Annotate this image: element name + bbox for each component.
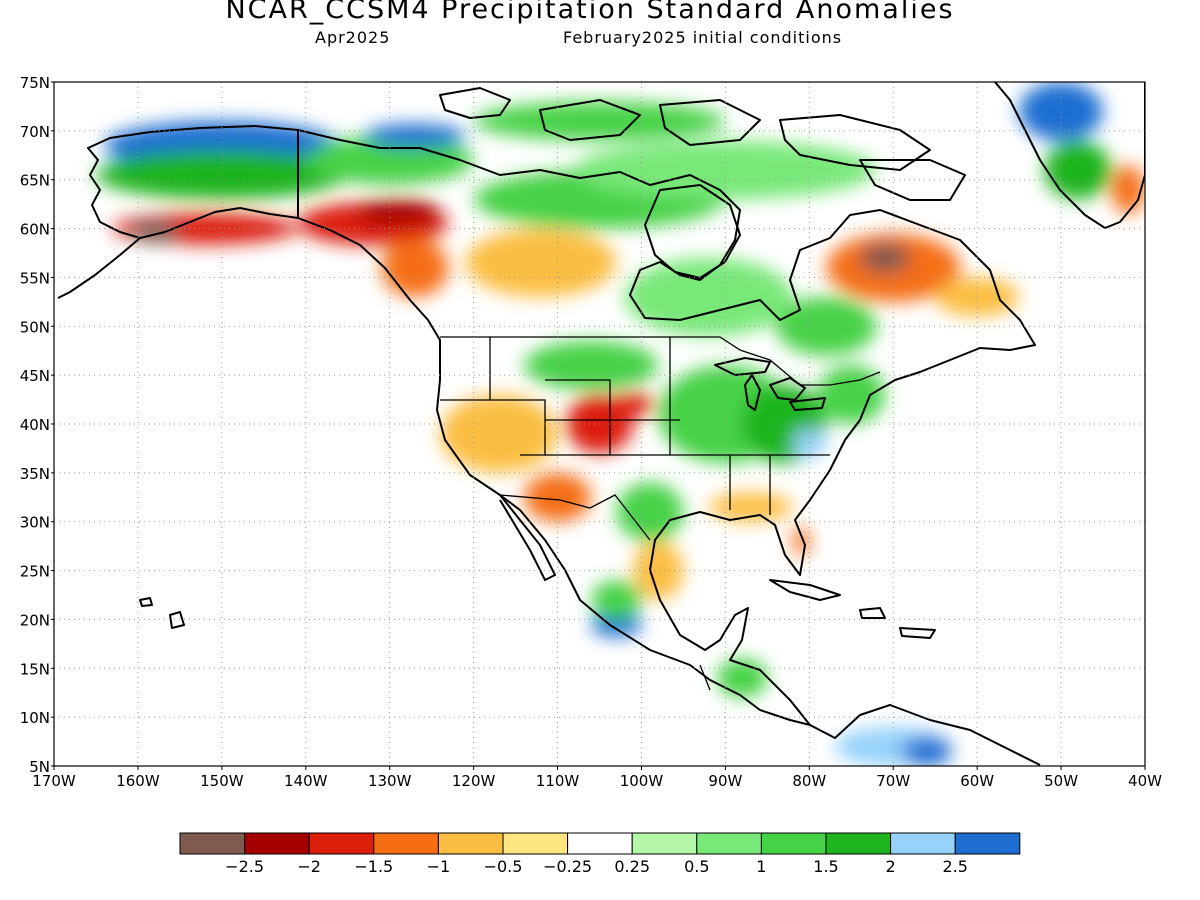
colorbar-label: −1.5 xyxy=(354,857,393,876)
anomaly-field xyxy=(95,82,1145,766)
colorbar-swatch xyxy=(760,832,827,855)
anomaly-region-ungava xyxy=(859,243,911,273)
anomaly-region-us-southwest xyxy=(440,394,558,473)
colorbar-label: 0.5 xyxy=(684,857,709,876)
colorbar-swatch xyxy=(437,832,504,855)
anomaly-region-greenland-southwest xyxy=(1044,140,1112,200)
colorbar-swatch xyxy=(308,832,375,855)
colorbar-swatch xyxy=(825,832,892,855)
longitude-label: 60W xyxy=(960,772,994,790)
political-borders xyxy=(297,130,881,691)
colorbar-swatch xyxy=(567,832,633,855)
latitude-label: 70N xyxy=(20,123,50,141)
longitude-label: 140W xyxy=(284,772,328,790)
anomaly-region-us-northeast xyxy=(817,365,885,424)
latitude-label: 15N xyxy=(20,660,50,678)
latitude-label: 25N xyxy=(20,563,50,581)
colorbar-swatch xyxy=(179,832,246,855)
anomaly-region-newfoundland xyxy=(935,277,1020,317)
anomaly-region-texas xyxy=(616,482,684,542)
longitude-label: 160W xyxy=(116,772,160,790)
longitude-label: 70W xyxy=(876,772,910,790)
latitude-label: 75N xyxy=(20,74,50,92)
longitude-label: 150W xyxy=(200,772,244,790)
longitude-label: 80W xyxy=(792,772,826,790)
colorbar-label: −0.25 xyxy=(543,857,592,876)
colorbar-swatch xyxy=(954,832,1021,855)
longitude-label: 90W xyxy=(708,772,742,790)
longitude-label: 50W xyxy=(1044,772,1078,790)
anomaly-region-mexico-east xyxy=(633,541,684,600)
colorbar-swatch xyxy=(502,832,569,855)
forecast-month: Apr2025 xyxy=(315,28,391,47)
longitude-label: 120W xyxy=(452,772,496,790)
colorbar-swatch xyxy=(373,832,439,855)
colorbar-label: −2 xyxy=(297,857,321,876)
latitude-label: 60N xyxy=(20,221,50,239)
longitude-label: 110W xyxy=(536,772,580,790)
colorbar-swatch xyxy=(631,832,698,855)
colorbar-label: 1.5 xyxy=(813,857,838,876)
anomaly-region-canadian-archipelago xyxy=(473,101,726,141)
colorbar-label: −0.5 xyxy=(484,857,523,876)
anomaly-region-manitoba-ontario xyxy=(624,257,793,337)
colorbar-label: 0.25 xyxy=(614,857,650,876)
latitude-label: 50N xyxy=(20,318,50,336)
anomaly-region-quebec-south xyxy=(775,296,877,356)
anomaly-region-beaufort-coast xyxy=(364,124,466,148)
colorbar-label: −2.5 xyxy=(225,857,264,876)
latitude-label: 20N xyxy=(20,611,50,629)
anomaly-region-florida xyxy=(792,526,810,556)
longitude-labels: 170W 160W 150W 140W 130W 120W 110W 100W 90W 80W 70… xyxy=(32,766,1162,790)
latitude-label: 65N xyxy=(20,172,50,190)
longitude-label: 170W xyxy=(32,772,76,790)
anomaly-region-nebraska xyxy=(612,392,655,417)
colorbar-label: 1 xyxy=(756,857,766,876)
latitude-label: 30N xyxy=(20,514,50,532)
latitude-label: 35N xyxy=(20,465,50,483)
latitude-labels: 75N 70N 65N 60N 55N 50N 45N 40N 35N 30N 25N 20N 15N 1… xyxy=(20,74,54,776)
colorbar-label: 2.5 xyxy=(942,857,967,876)
latitude-label: 5N xyxy=(29,758,50,776)
chart-title: NCAR_CCSM4 Precipitation Standard Anomal… xyxy=(225,0,955,25)
gridlines xyxy=(54,82,1145,766)
anomaly-region-appalachia xyxy=(792,428,827,459)
initial-conditions: February2025 initial conditions xyxy=(563,28,843,47)
anomaly-region-yukon-south xyxy=(356,199,441,225)
colorbar-label: 2 xyxy=(886,857,896,876)
anomaly-region-prairies-north xyxy=(465,228,617,297)
anomaly-region-venezuela xyxy=(901,736,952,766)
coastlines xyxy=(57,82,1145,766)
anomaly-region-nunavut xyxy=(574,140,877,200)
anomaly-region-mexico-pacific xyxy=(591,611,642,638)
anomaly-region-greenland-west xyxy=(1019,82,1104,141)
latitude-label: 55N xyxy=(20,269,50,287)
anomaly-region-yukon-north xyxy=(305,135,474,185)
longitude-label: 40W xyxy=(1128,772,1162,790)
colorbar-swatch xyxy=(244,832,310,855)
anomaly-region-alaska-interior xyxy=(95,150,348,200)
longitude-label: 130W xyxy=(368,772,412,790)
anomaly-region-mexico-central xyxy=(591,580,642,620)
latitude-label: 40N xyxy=(20,416,50,434)
anomaly-region-us-northern-plains xyxy=(523,340,659,390)
colorbar: −2.5 −2 −1.5 −1 −0.5 −0.25 0.25 0.5 1 1.5 2 2.5 xyxy=(179,832,1021,876)
colorbar-swatch xyxy=(696,832,762,855)
colorbar-swatch xyxy=(890,832,956,855)
longitude-label: 100W xyxy=(620,772,664,790)
latitude-label: 45N xyxy=(20,367,50,385)
anomaly-region-bc-interior xyxy=(381,238,449,297)
colorbar-label: −1 xyxy=(427,857,451,876)
latitude-label: 10N xyxy=(20,709,50,727)
